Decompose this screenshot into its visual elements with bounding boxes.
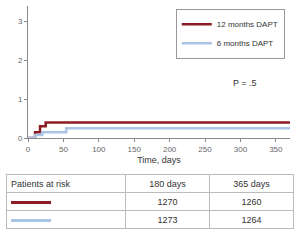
svg-text:200: 200 bbox=[163, 145, 177, 154]
svg-text:100: 100 bbox=[92, 145, 106, 154]
svg-text:6 months DAPT: 6 months DAPT bbox=[217, 39, 274, 48]
svg-text:0: 0 bbox=[18, 134, 23, 143]
html-text:1260: 1260 bbox=[241, 196, 262, 207]
svg-text:1: 1 bbox=[18, 95, 23, 104]
svg-text:250: 250 bbox=[198, 145, 212, 154]
svg-text:350: 350 bbox=[269, 145, 283, 154]
html-text:1273: 1273 bbox=[157, 214, 178, 225]
svg-text:Time, days: Time, days bbox=[137, 155, 181, 165]
html-text:365 days: 365 days bbox=[233, 178, 270, 189]
html-text:1264: 1264 bbox=[241, 214, 262, 225]
svg-text:12 months DAPT: 12 months DAPT bbox=[217, 20, 278, 29]
svg-text:50: 50 bbox=[59, 145, 68, 154]
html-text:180 days: 180 days bbox=[149, 178, 186, 189]
svg-text:0: 0 bbox=[26, 145, 31, 154]
svg-text:2: 2 bbox=[18, 56, 23, 65]
svg-text:300: 300 bbox=[234, 145, 248, 154]
svg-text:3: 3 bbox=[18, 17, 23, 26]
svg-text:150: 150 bbox=[128, 145, 142, 154]
svg-text:P = .5: P = .5 bbox=[233, 78, 257, 88]
html-text:1270: 1270 bbox=[157, 196, 178, 207]
html-text:Patients at risk: Patients at risk bbox=[11, 178, 70, 189]
